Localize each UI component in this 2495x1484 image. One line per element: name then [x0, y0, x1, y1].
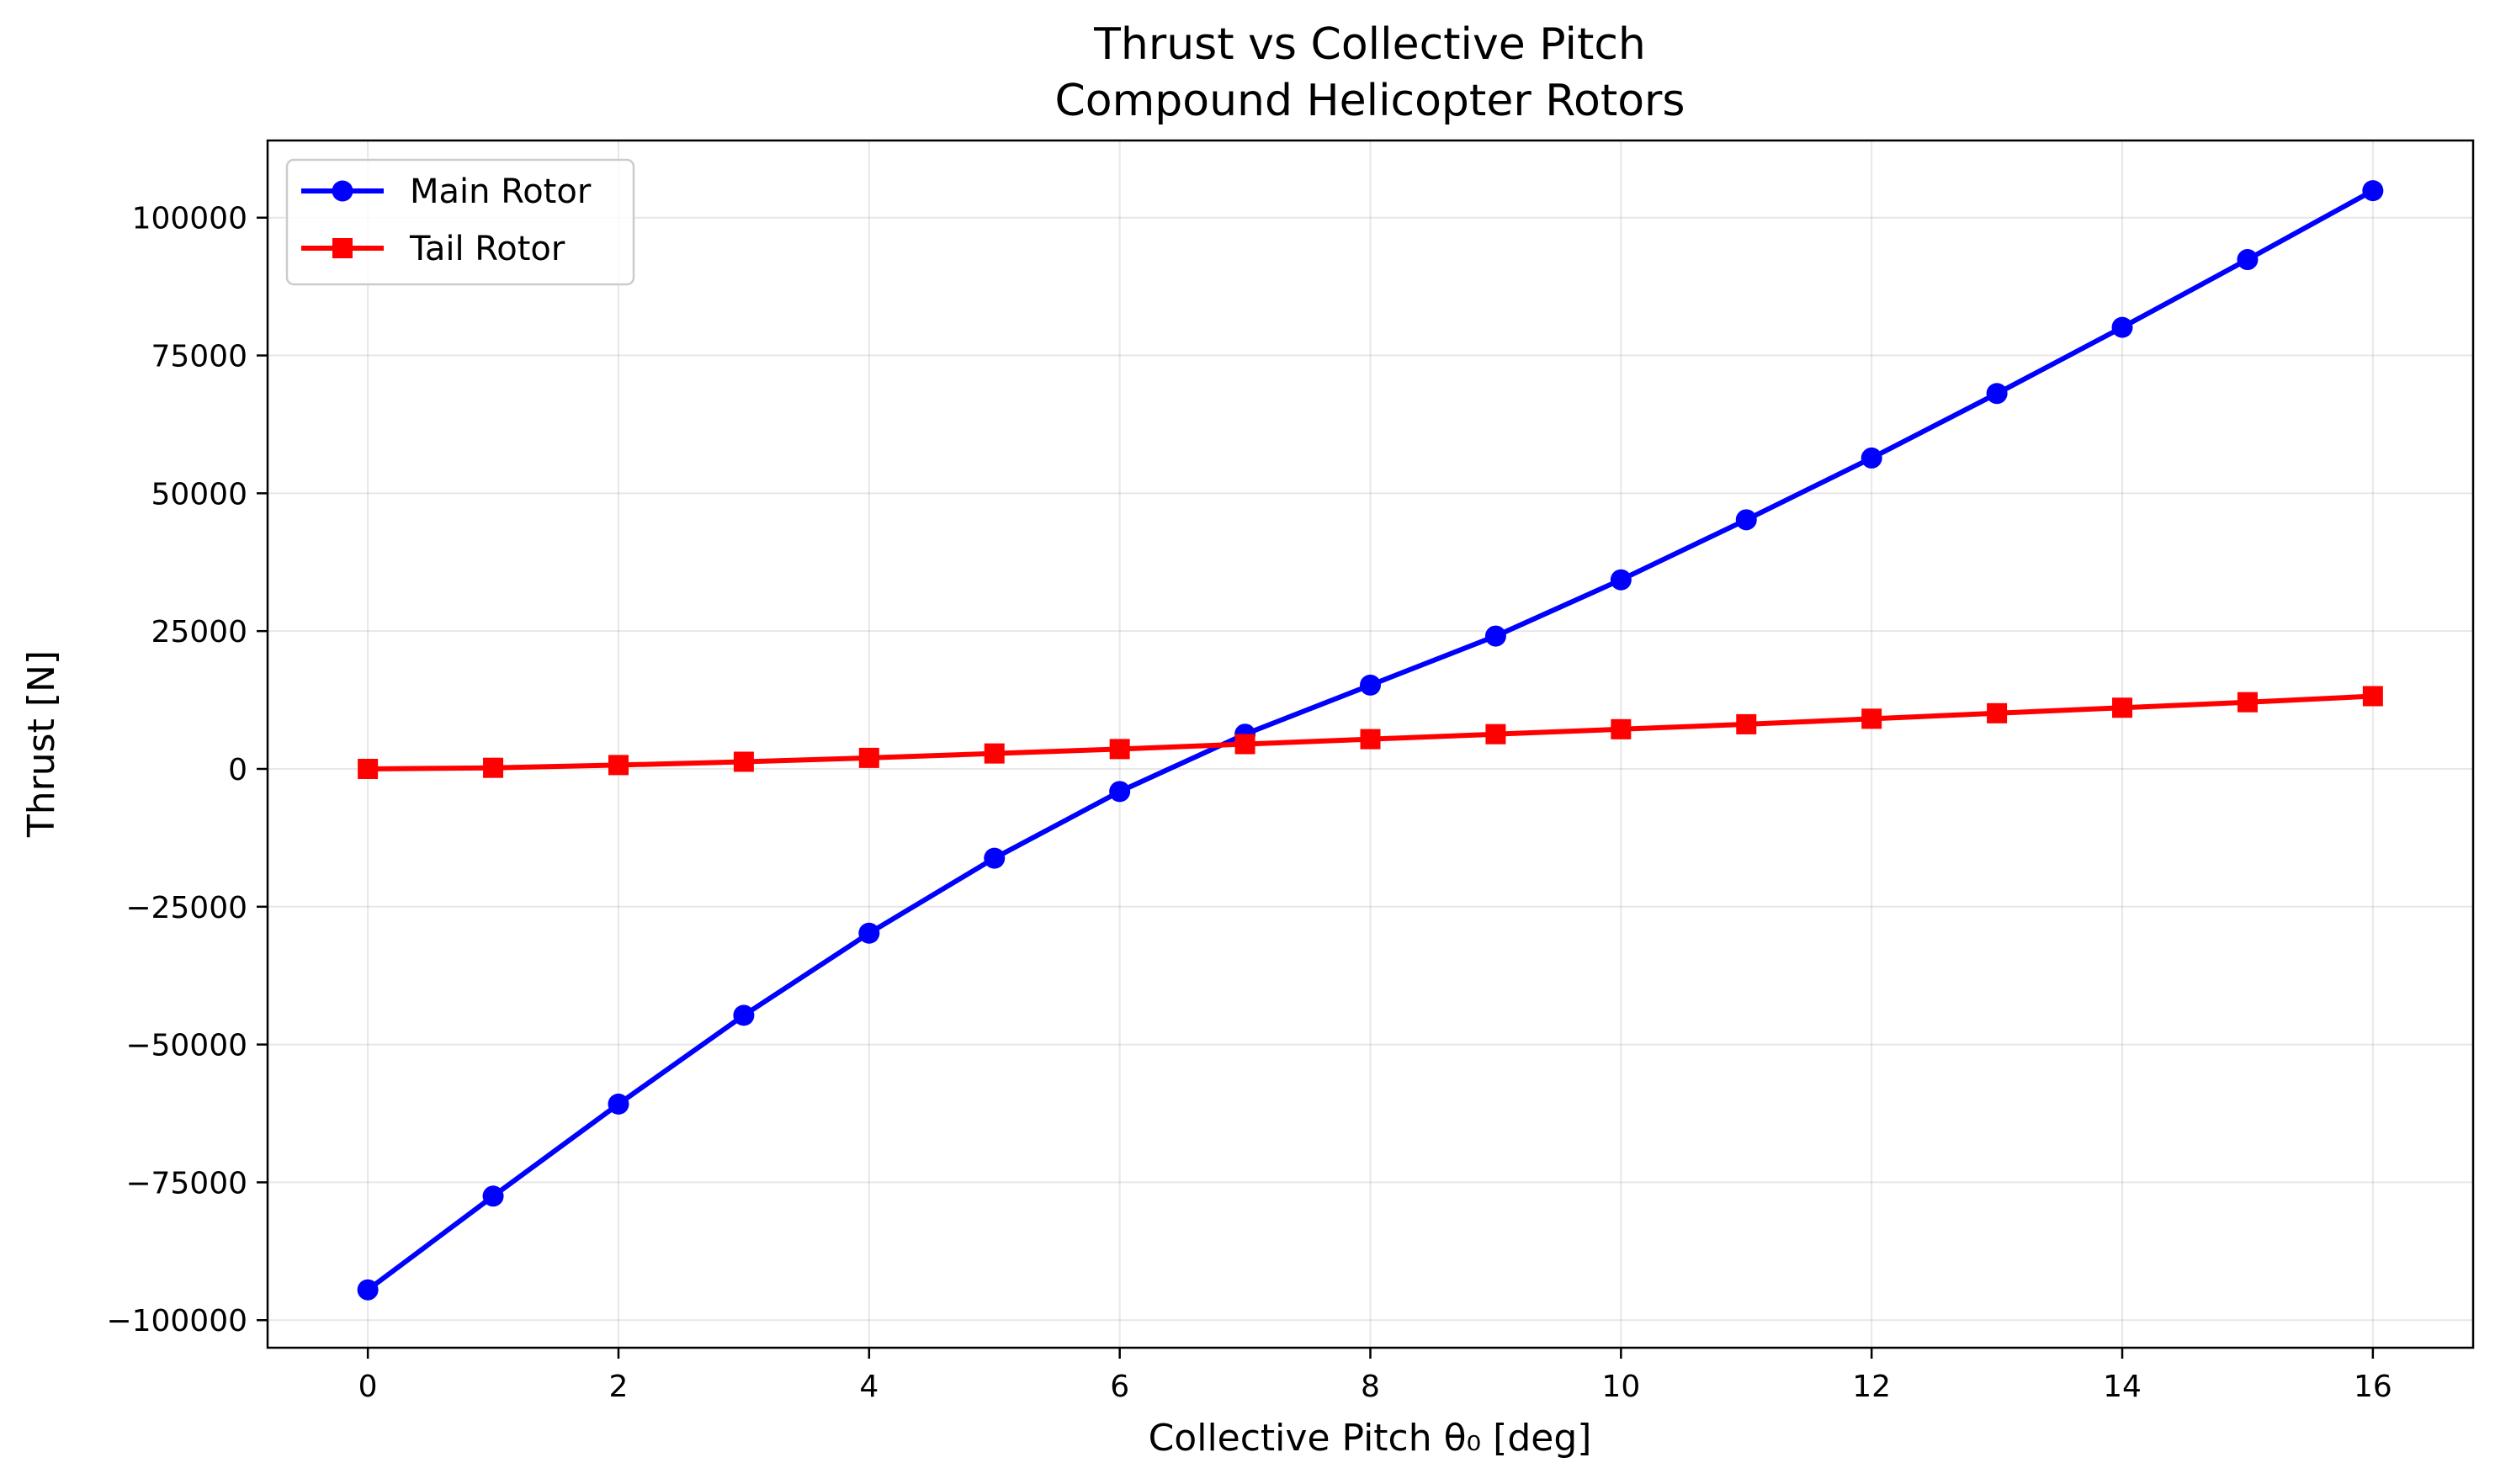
tail-rotor-point	[483, 757, 504, 778]
main-rotor-point	[2237, 249, 2259, 271]
main-rotor-point	[1109, 781, 1131, 803]
x-tick-label: 2	[609, 1370, 629, 1404]
tail-rotor-point	[858, 747, 879, 768]
x-tick-label: 8	[1361, 1370, 1380, 1404]
main-rotor-point	[1484, 625, 1506, 647]
tail-rotor-point	[1861, 708, 1882, 729]
y-tick-label: 25000	[151, 615, 247, 649]
main-rotor-point	[482, 1185, 504, 1207]
x-tick-label: 12	[1852, 1370, 1891, 1404]
main-rotor-point	[858, 922, 880, 944]
tail-rotor-point	[1485, 723, 1506, 745]
x-tick-label: 16	[2354, 1370, 2392, 1404]
tail-rotor-point	[2237, 692, 2258, 713]
chart-subtitle: Compound Helicopter Rotors	[1054, 76, 1685, 126]
y-tick-label: 0	[228, 753, 247, 787]
y-tick-label: 100000	[132, 202, 247, 236]
main-rotor-point	[357, 1279, 379, 1301]
main-rotor-point	[1861, 447, 1882, 469]
tail-rotor-point	[733, 751, 754, 772]
chart-title: Thrust vs Collective Pitch	[1093, 19, 1646, 70]
tail-rotor-point	[984, 743, 1005, 764]
main-rotor-legend-label: Main Rotor	[410, 172, 592, 211]
tail-rotor-point	[1360, 729, 1381, 750]
main-rotor-point	[1610, 569, 1632, 591]
main-rotor-point	[2111, 316, 2133, 338]
tail-rotor-point	[1736, 713, 1757, 734]
tail-rotor-point	[608, 755, 629, 776]
tail-rotor-point	[358, 758, 379, 779]
series-layer	[357, 180, 2384, 1301]
main-rotor-point	[1360, 674, 1381, 696]
tail-rotor-point	[1611, 718, 1632, 739]
tail-rotor-point	[2112, 697, 2133, 718]
y-axis-label: Thrust [N]	[20, 650, 63, 838]
y-tick-label: −25000	[125, 891, 247, 925]
x-tick-label: 4	[859, 1370, 879, 1404]
x-tick-label: 0	[358, 1370, 378, 1404]
y-tick-label: −50000	[125, 1029, 247, 1063]
x-axis-label: Collective Pitch θ₀ [deg]	[1149, 1417, 1592, 1460]
y-tick-label: 50000	[151, 477, 247, 511]
y-tick-label: −75000	[125, 1166, 247, 1200]
x-tick-label: 6	[1110, 1370, 1129, 1404]
y-tick-label: 75000	[151, 340, 247, 374]
x-tick-label: 14	[2103, 1370, 2142, 1404]
main-rotor-point	[1986, 383, 2008, 405]
ticks: 0 2 4 6 8 10 12 14 16 −100000 −75000 −50000 −25000 0 2…	[106, 202, 2391, 1404]
y-tick-label: −100000	[106, 1304, 247, 1338]
grid	[268, 140, 2473, 1348]
tail-rotor-legend-marker	[332, 238, 353, 258]
main-rotor-point	[984, 847, 1006, 869]
main-rotor-point	[2362, 180, 2384, 202]
tail-rotor-point	[2362, 686, 2383, 707]
tail-rotor-point	[1987, 702, 2008, 723]
main-rotor-legend-marker	[332, 180, 353, 202]
tail-rotor-point	[1109, 739, 1130, 760]
main-rotor-point	[1735, 509, 1757, 531]
main-rotor-point	[733, 1004, 755, 1026]
x-tick-label: 10	[1601, 1370, 1640, 1404]
main-rotor-point	[608, 1093, 629, 1115]
legend: Main Rotor Tail Rotor	[285, 158, 635, 286]
tail-rotor-point	[1234, 734, 1255, 755]
tail-rotor-legend-label: Tail Rotor	[409, 230, 565, 268]
